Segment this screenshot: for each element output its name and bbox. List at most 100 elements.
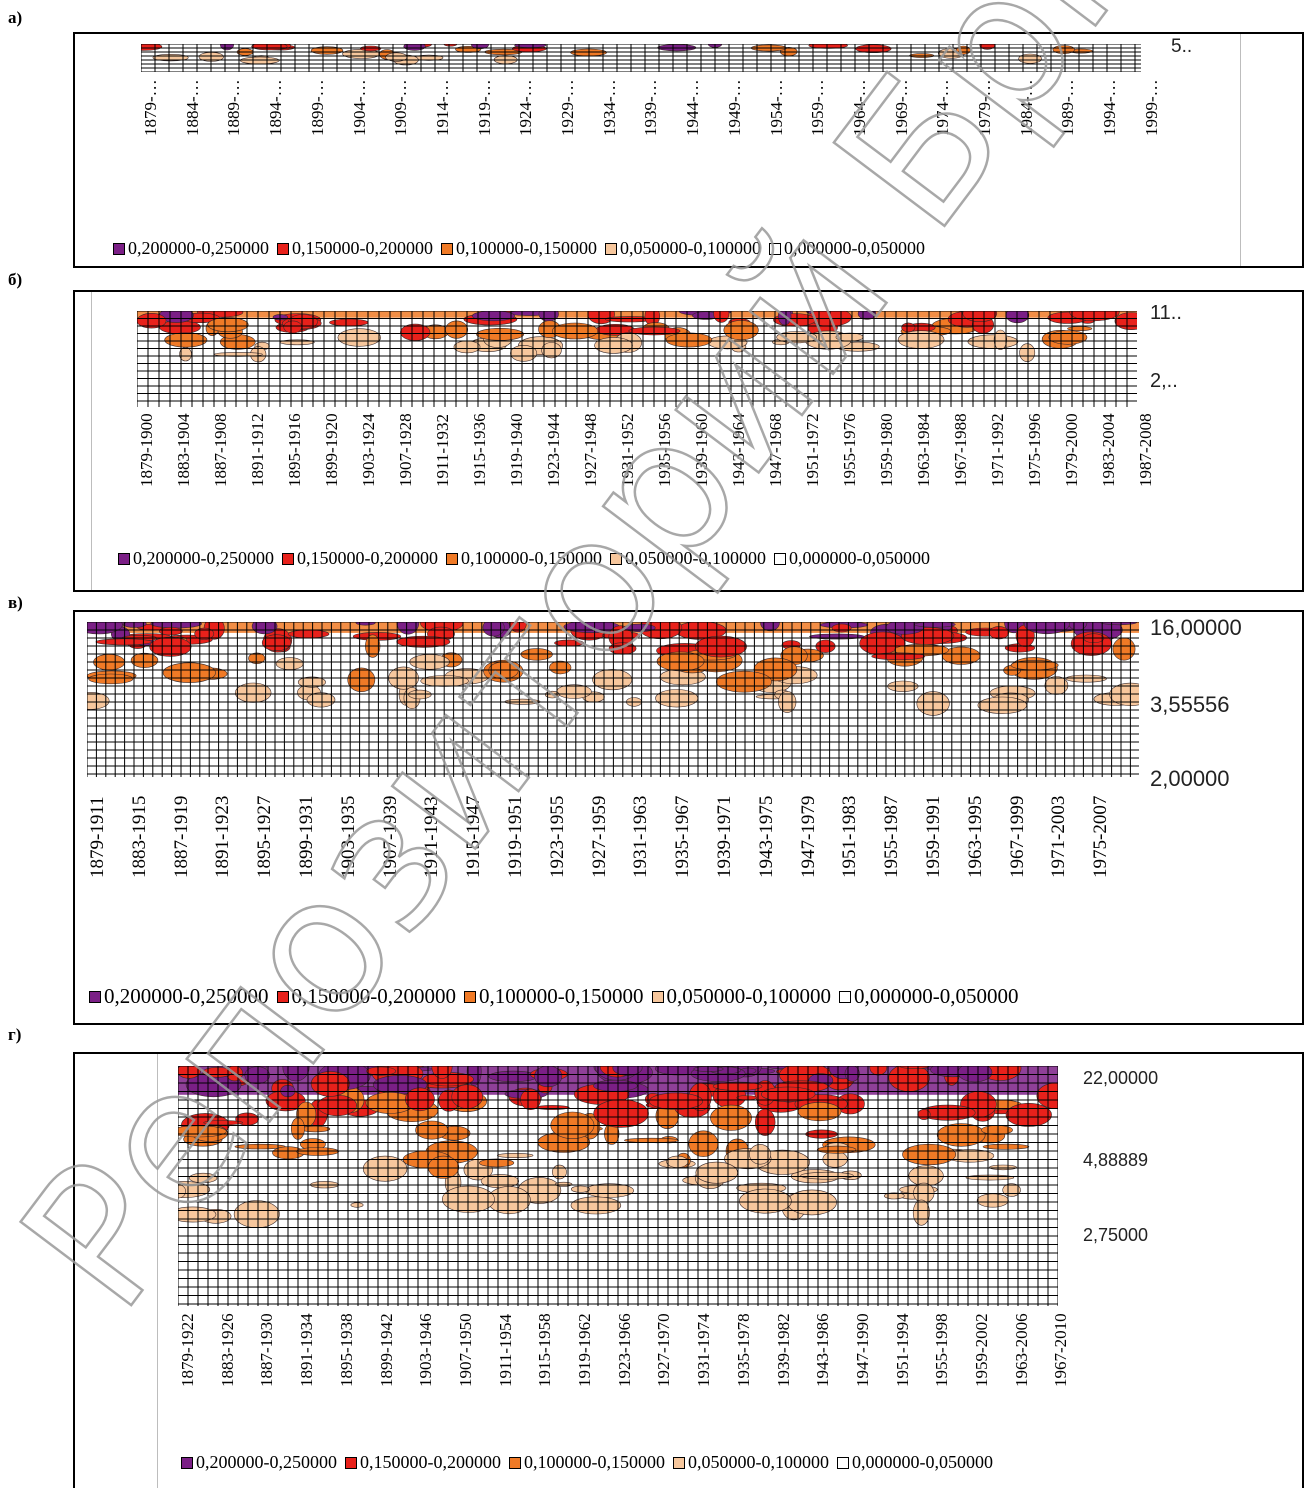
- legend-swatch: [610, 552, 622, 565]
- y-tick-label: 2,00000: [1150, 766, 1230, 791]
- x-tick-label: 1943-1986: [813, 1313, 833, 1388]
- x-tick-label: 1983-2004: [1099, 413, 1118, 488]
- x-tick-label: 1919-…: [474, 78, 494, 136]
- legend-item: 0,150000-0,200000: [282, 548, 438, 569]
- x-tick-label: 1915-1947: [463, 796, 485, 879]
- contour-region: [914, 622, 956, 628]
- contour-region: [203, 1120, 244, 1126]
- x-tick-label: 1884-…: [182, 78, 202, 136]
- contour-region: [648, 1092, 703, 1110]
- heatmap-plot-v: [87, 622, 1139, 777]
- heatmap-plot-b: [137, 311, 1137, 407]
- legend-item: 0,100000-0,150000: [509, 1452, 665, 1473]
- legend-label: 0,050000-0,100000: [688, 1452, 829, 1472]
- legend-label: 0,100000-0,150000: [524, 1452, 665, 1472]
- legend-label: 0,150000-0,200000: [292, 238, 433, 258]
- contour-region: [233, 1200, 280, 1229]
- x-tick-label: 1959-2002: [972, 1313, 991, 1388]
- contour-region: [551, 322, 599, 340]
- contour-region: [1018, 53, 1042, 64]
- contour-region: [178, 1066, 201, 1079]
- chart-panel-g: 22,00000 4,88889 2,75000 1879-1922 1883-1…: [73, 1052, 1304, 1488]
- x-tick-label: 1904-…: [349, 78, 369, 136]
- x-tick-label: 1951-1972: [803, 413, 822, 488]
- legend-label: 0,150000-0,200000: [291, 984, 457, 1008]
- y-tick-label: 22,00000: [1083, 1068, 1159, 1088]
- contour-region: [855, 44, 892, 53]
- contour-region: [403, 44, 426, 51]
- contour-region: [816, 1145, 857, 1154]
- legend-swatch: [345, 1456, 357, 1469]
- x-tick-label: 1949-…: [724, 78, 744, 136]
- x-tick-label: 1959-1991: [923, 796, 944, 879]
- y-tick-label: 2,75000: [1083, 1225, 1149, 1245]
- contour-region: [666, 1155, 689, 1168]
- x-tick-label: 1895-1916: [285, 413, 304, 488]
- contour-region: [261, 634, 292, 652]
- x-tick-label: 1989-…: [1058, 78, 1078, 136]
- x-tick-label: 1887-1908: [211, 413, 230, 488]
- x-tick-label: 1883-1904: [174, 413, 193, 488]
- contour-region: [556, 684, 592, 699]
- x-tick-label: 1939-1982: [773, 1313, 793, 1388]
- legend-label: 0,100000-0,150000: [456, 238, 597, 258]
- legend-b: 0,200000-0,250000 0,150000-0,200000 0,1000…: [118, 548, 938, 569]
- contour-region: [594, 337, 633, 354]
- x-tick-label: 1879-…: [141, 78, 160, 136]
- x-tick-label: 1914-…: [432, 78, 452, 136]
- contour-region: [283, 320, 302, 334]
- contour-region: [723, 320, 759, 341]
- legend-swatch: [605, 242, 617, 255]
- x-tick-label: 1919-1940: [507, 413, 526, 488]
- x-tick-label: 1903-1924: [359, 413, 378, 488]
- contour-region: [137, 311, 1137, 318]
- legend-label: 0,200000-0,250000: [196, 1452, 337, 1472]
- legend-swatch: [673, 1456, 685, 1469]
- x-tick-label: 1889-…: [224, 78, 244, 136]
- x-tick-label: 1964-…: [849, 78, 869, 136]
- contour-region: [551, 1164, 567, 1180]
- y-tick-label: 2,..: [1150, 370, 1178, 392]
- contour-region: [251, 44, 288, 51]
- x-tick-label: 1903-1946: [416, 1313, 436, 1388]
- x-tick-label: 1943-1975: [755, 796, 777, 879]
- legend-item: 0,100000-0,150000: [464, 984, 644, 1009]
- contour-region: [306, 692, 336, 708]
- contour-region: [778, 311, 792, 326]
- x-tick-label: 1974-…: [933, 78, 953, 136]
- contour-region: [130, 652, 159, 668]
- x-tick-label: 1967-1988: [951, 413, 970, 488]
- x-tick-label: 1883-1915: [128, 796, 150, 879]
- x-tick-label: 1927-1948: [581, 413, 600, 488]
- x-tick-label: 1927-1970: [654, 1313, 674, 1388]
- contour-region: [976, 1193, 1009, 1208]
- panel-divider: [157, 1054, 158, 1488]
- contour-region: [713, 311, 730, 323]
- legend-swatch: [441, 242, 453, 255]
- x-tick-label: 1947-1979: [797, 796, 819, 879]
- heatmap-svg: [178, 1066, 1058, 1306]
- x-tick-label: 1955-1987: [881, 796, 903, 879]
- legend-item: 0,200000-0,250000: [89, 984, 269, 1009]
- contour-region: [710, 1104, 752, 1131]
- contour-region: [800, 1171, 854, 1180]
- x-tick-label: 1944-…: [683, 78, 703, 136]
- contour-region: [350, 1202, 364, 1208]
- contour-region: [150, 622, 202, 629]
- contour-region: [282, 1066, 310, 1082]
- legend-swatch: [837, 1456, 849, 1469]
- x-tick-label: 1935-1967: [672, 796, 694, 879]
- x-tick-label: 1924-…: [516, 78, 536, 136]
- x-tick-label: 1999-…: [1141, 78, 1161, 136]
- y-tick-label: 16,00000: [1150, 615, 1242, 640]
- x-tick-label: 1911-1932: [433, 414, 452, 488]
- chart-panel-b: 11.. 2,.. 1879-1900 1883-1904 1887-1908 189…: [73, 290, 1304, 592]
- x-tick-label: 1979-…: [975, 78, 994, 136]
- x-tick-label: 1927-1959: [588, 796, 610, 879]
- x-tick-label: 1969-…: [891, 78, 911, 136]
- legend-item: 0,100000-0,150000: [446, 548, 602, 569]
- y-tick-label: 3,55556: [1150, 692, 1230, 717]
- contour-region: [400, 323, 431, 341]
- contour-region: [310, 1071, 350, 1097]
- contour-region: [736, 1095, 757, 1101]
